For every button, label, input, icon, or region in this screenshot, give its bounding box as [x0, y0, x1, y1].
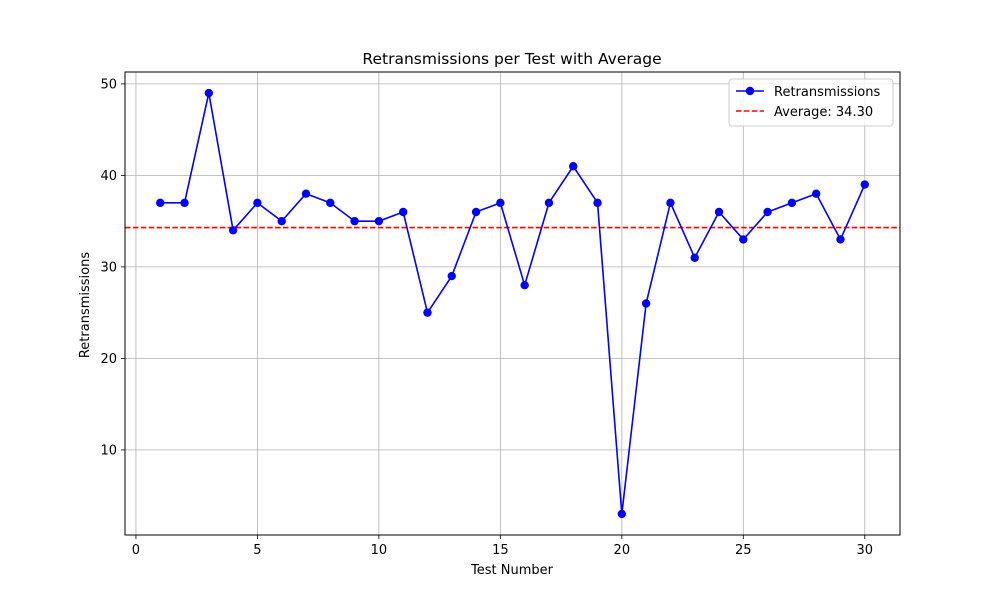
y-tick-label: 30 — [100, 260, 117, 275]
series-layer — [156, 88, 869, 519]
data-point — [277, 216, 286, 226]
data-point — [787, 198, 797, 208]
data-point — [204, 88, 214, 98]
data-point — [471, 207, 481, 217]
x-tick-label: 25 — [735, 543, 752, 558]
series-line-retransmissions — [160, 92, 866, 515]
x-tick-label: 15 — [492, 543, 509, 558]
x-axis-label: Test Number — [470, 563, 554, 578]
data-point — [641, 299, 651, 308]
data-point — [253, 198, 262, 208]
data-point — [447, 271, 456, 281]
legend: Retransmissions Average: 34.30 — [728, 78, 894, 127]
data-point — [617, 509, 627, 519]
data-point — [520, 280, 529, 290]
data-point — [544, 198, 554, 208]
legend-box — [728, 78, 894, 127]
grid — [125, 72, 900, 535]
data-point — [763, 207, 772, 217]
data-point — [569, 162, 578, 171]
data-point — [593, 198, 602, 208]
data-point — [180, 198, 189, 208]
data-point — [423, 308, 432, 317]
x-tick-label: 20 — [614, 543, 631, 558]
x-tick-label: 5 — [253, 543, 261, 558]
data-point — [690, 253, 699, 262]
data-point — [228, 226, 238, 235]
data-point — [398, 207, 408, 217]
plot-frame — [124, 71, 901, 536]
y-tick-label: 40 — [100, 169, 117, 184]
data-point — [156, 198, 165, 208]
y-tick-label: 50 — [100, 77, 117, 92]
y-tick-label: 20 — [100, 352, 117, 367]
data-point — [374, 216, 384, 226]
chart-title: Retransmissions per Test with Average — [362, 50, 661, 68]
ticks: 0 5 10 15 20 25 30 10 20 30 40 50 — [100, 77, 873, 558]
data-point — [714, 207, 724, 217]
legend-label-retransmissions: Retransmissions — [774, 85, 880, 100]
y-tick-label: 10 — [100, 443, 117, 458]
data-point — [811, 189, 821, 198]
data-point — [860, 180, 869, 189]
legend-marker-retransmissions — [745, 86, 755, 96]
data-point — [496, 198, 505, 208]
data-point — [739, 235, 748, 244]
data-point — [666, 198, 675, 208]
data-point — [301, 189, 311, 198]
y-axis-label: Retransmissions — [78, 252, 93, 358]
data-point — [326, 198, 335, 208]
x-tick-label: 10 — [371, 543, 388, 558]
x-tick-label: 0 — [132, 543, 140, 558]
data-point — [836, 235, 845, 244]
x-tick-label: 30 — [856, 543, 873, 558]
legend-label-average: Average: 34.30 — [774, 105, 873, 120]
data-point — [350, 216, 359, 226]
